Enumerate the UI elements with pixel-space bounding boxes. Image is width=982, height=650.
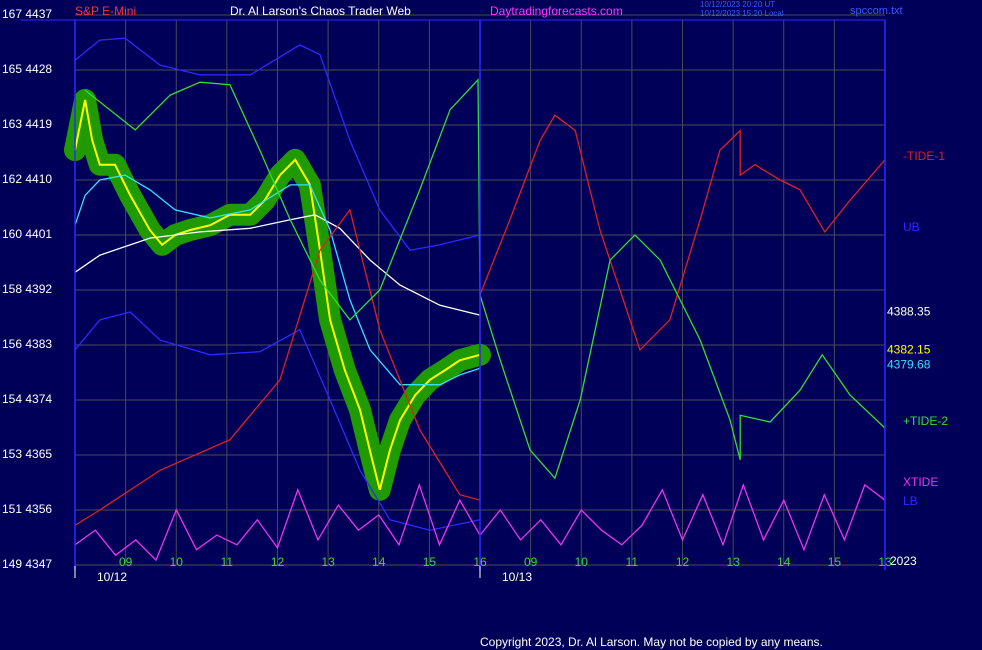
last-value-label: 4382.15 [887,342,931,356]
x-tick-label: 12 [676,555,690,569]
y-tick-label: 158 4392 [2,282,52,296]
timestamp: 10/12/2023 20:20 UT [700,0,775,9]
series-line [74,311,481,531]
instrument: S&P E-Mini [75,4,136,18]
y-tick-label: 160 4401 [2,227,52,241]
x-tick-label: 15 [828,555,842,569]
series-line [74,37,481,252]
series-line [84,78,886,480]
x-tick-label: 15 [423,555,437,569]
series-label: -TIDE-1 [903,149,945,163]
series-line [74,174,481,386]
x-tick-label: 09 [119,555,133,569]
x-tick-label: 13 [726,555,740,569]
x-tick-label: 10 [575,555,589,569]
date-label: 10/12 [97,570,127,584]
x-tick-label: 14 [777,555,791,569]
x-tick-label: 10 [170,555,184,569]
series-line [74,214,481,316]
x-tick-label: 12 [271,555,285,569]
timestamp: 10/12/2023 15:20 Local [700,9,784,18]
y-tick-label: 163 4419 [2,117,52,131]
series-line [74,99,481,491]
y-tick-label: 153 4365 [2,447,52,461]
x-tick-label: 13 [878,555,892,569]
y-tick-label: 162 4410 [2,172,52,186]
date-label: 10/13 [502,570,532,584]
y-tick-label: 167 4437 [2,7,52,21]
x-tick-label: 13 [321,555,335,569]
file-name: spccom.txt [850,5,903,17]
year-label: 2023 [890,554,917,568]
last-value-label: 4379.68 [887,357,931,371]
y-tick-label: 154 4374 [2,392,52,406]
x-tick-label: 16 [473,555,487,569]
x-tick-label: 11 [221,555,234,569]
y-tick-label: 151 4356 [2,502,52,516]
y-tick-label: 156 4383 [2,337,52,351]
source: Daytradingforecasts.com [490,4,623,18]
x-tick-label: 11 [626,555,639,569]
series-label: UB [903,220,920,234]
y-tick-label: 149 4347 [2,557,52,571]
copyright: Copyright 2023, Dr. Al Larson. May not b… [480,635,823,649]
chart-title: Dr. Al Larson's Chaos Trader Web [230,4,411,18]
series-label: +TIDE-2 [903,414,948,428]
last-value-label: 4388.35 [887,304,931,318]
plot [64,37,886,562]
x-tick-label: 09 [524,555,538,569]
y-tick-label: 165 4428 [2,62,52,76]
x-tick-label: 14 [372,555,386,569]
series-line [74,114,886,526]
series-label: LB [903,494,918,508]
series-label: XTIDE [903,475,938,489]
